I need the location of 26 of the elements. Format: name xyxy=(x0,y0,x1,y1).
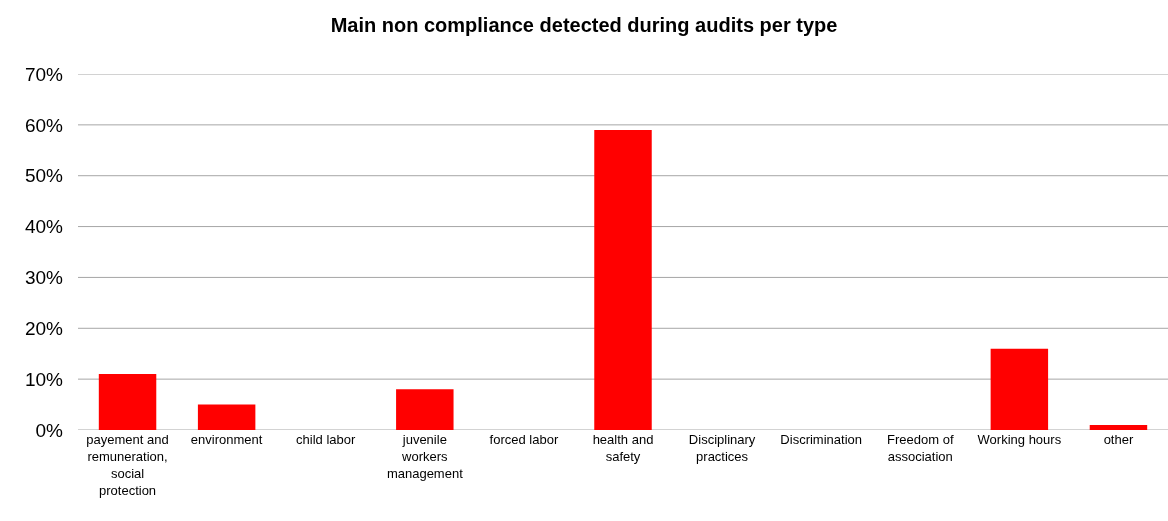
y-tick-label: 50% xyxy=(24,165,64,187)
y-tick-label: 60% xyxy=(24,114,64,136)
x-tick-label: forced labor xyxy=(489,432,559,447)
bar xyxy=(594,129,652,430)
y-tick-label: 40% xyxy=(24,216,64,238)
x-tick-label: Working hours xyxy=(977,432,1062,447)
bar xyxy=(98,374,157,430)
x-tick-label: Disciplinary practices xyxy=(688,432,756,464)
x-tick-label: payement and remuneration, social protection xyxy=(86,432,169,498)
bar xyxy=(396,389,454,430)
bar xyxy=(1089,424,1148,430)
bar xyxy=(197,404,256,430)
bar xyxy=(990,348,1049,430)
y-tick-label: 0% xyxy=(35,419,64,441)
chart-title: Main non compliance detected during audits per type xyxy=(330,14,838,37)
x-tick-label: Discrimination xyxy=(780,432,862,447)
y-tick-label: 70% xyxy=(24,63,64,85)
x-tick-label: child labor xyxy=(296,432,357,447)
y-tick-label: 10% xyxy=(24,368,64,390)
x-tick-label: Freedom of association xyxy=(887,432,954,464)
x-tick-label: environment xyxy=(190,432,263,447)
y-tick-label: 30% xyxy=(24,267,64,289)
y-tick-label: 20% xyxy=(24,317,64,339)
x-tick-label: juvenile workers management xyxy=(386,432,464,481)
x-tick-label: health and safety xyxy=(592,432,654,464)
x-tick-label: other xyxy=(1103,432,1134,447)
